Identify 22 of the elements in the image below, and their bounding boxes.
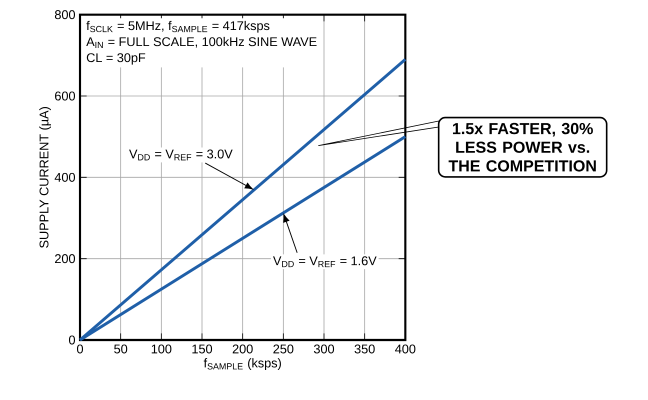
annotation: f$_{SCLK}$ = 5MHz, f$_{SAMPLE}$ = 417ksps [86,20,270,33]
text: V$_{DD}$ = V$_{REF}$ = 1.6V [273,256,377,268]
y-tick-label: 400 [54,172,76,182]
annotation: CL = 30pF [86,53,146,65]
x-tick-label: 350 [354,344,375,354]
x-tick-label: 200 [232,344,253,354]
x-tick-label: 50 [114,344,128,354]
y-tick-label: 800 [54,10,76,20]
y-tick-label: 0 [68,336,76,344]
x-tick-label: 300 [314,344,334,354]
x-tick-label: 100 [152,344,172,354]
x-tick-label: 150 [192,344,212,354]
x-tick-label: 400 [395,344,416,354]
x-tick-label: 250 [273,344,294,354]
y-axis-title: SUPPLY CURRENT (µA) [39,107,52,248]
text: 1.5x FASTER, 30% LESS POWER vs. THE COMPETITION [448,122,596,172]
y-tick-label: 200 [55,254,76,264]
x-tick-label: 0 [76,344,84,354]
y-tick-label: 600 [55,92,76,100]
annotation: A$_{IN}$ = FULL SCALE, 100kHz SINE WAVE [86,36,317,48]
x-axis-title: f$_{SAMPLE}$ (ksps) [204,358,281,370]
text: V$_{DD}$ = V$_{REF}$ = 3.0V [129,150,233,160]
